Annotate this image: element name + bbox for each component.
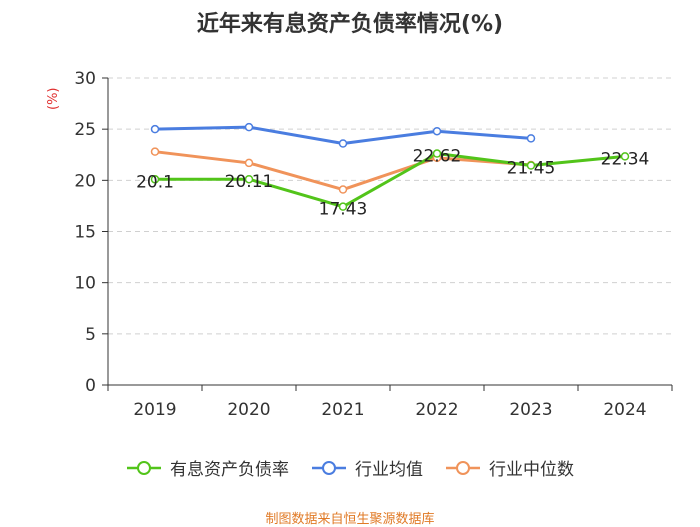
data-point[interactable] xyxy=(244,174,254,184)
y-tick-label: 5 xyxy=(85,325,96,345)
axes: 0 5 10 15 20 25 30 2019 2020 2021 2022 2023 2024 xyxy=(74,69,673,420)
x-tick-label: 2020 xyxy=(227,400,270,420)
data-point[interactable] xyxy=(150,124,160,134)
x-tick-label: 2024 xyxy=(603,400,646,420)
data-label: 21.45 xyxy=(507,158,556,178)
y-tick-label: 25 xyxy=(74,120,96,140)
data-label: 20.1 xyxy=(136,172,174,192)
grid-lines xyxy=(108,77,672,335)
x-tick-label: 2019 xyxy=(133,400,176,420)
chart-title: 近年来有息资产负债率情况(%) xyxy=(196,12,504,37)
y-tick-label: 0 xyxy=(85,376,96,396)
data-point[interactable] xyxy=(620,152,630,161)
legend: 有息资产负债率 行业均值 行业中位数 xyxy=(0,455,700,480)
data-label: 20.11 xyxy=(225,172,274,192)
data-point[interactable] xyxy=(526,161,536,170)
data-point[interactable] xyxy=(150,147,160,156)
data-labels: 20.1 20.11 17.43 22.62 21.45 22.34 xyxy=(136,147,649,220)
data-label: 22.34 xyxy=(601,149,650,169)
source-footer: 制图数据来自恒生聚源数据库 xyxy=(265,512,435,527)
data-point[interactable] xyxy=(244,158,254,168)
data-point[interactable] xyxy=(338,139,348,148)
y-tick-label: 30 xyxy=(74,69,96,89)
legend-item[interactable]: 有息资产负债率 xyxy=(126,455,289,480)
x-tick-label: 2022 xyxy=(415,400,458,420)
data-point[interactable] xyxy=(338,185,348,194)
legend-item[interactable]: 行业均值 xyxy=(311,455,423,480)
data-point[interactable] xyxy=(338,202,348,211)
legend-item[interactable]: 行业中位数 xyxy=(445,455,574,480)
data-point[interactable] xyxy=(526,134,536,143)
y-tick-label: 20 xyxy=(74,171,96,191)
y-tick-label: 15 xyxy=(74,223,96,243)
y-tick-label: 10 xyxy=(74,274,96,294)
legend-swatch-icon xyxy=(446,460,480,475)
data-point[interactable] xyxy=(244,122,254,132)
legend-label: 行业中位数 xyxy=(489,460,574,480)
data-label: 22.62 xyxy=(413,147,462,167)
data-points xyxy=(150,122,630,211)
legend-label: 有息资产负债率 xyxy=(170,460,289,480)
data-point[interactable] xyxy=(432,126,442,136)
data-point[interactable] xyxy=(150,175,160,184)
legend-label: 行业均值 xyxy=(355,460,423,480)
data-label: 17.43 xyxy=(319,200,368,220)
x-tick-label: 2023 xyxy=(509,400,552,420)
legend-swatch-icon xyxy=(312,460,346,475)
series-line xyxy=(154,152,626,209)
legend-swatch-icon xyxy=(127,460,161,475)
data-point[interactable] xyxy=(432,149,442,158)
x-tick-label: 2021 xyxy=(321,400,364,420)
